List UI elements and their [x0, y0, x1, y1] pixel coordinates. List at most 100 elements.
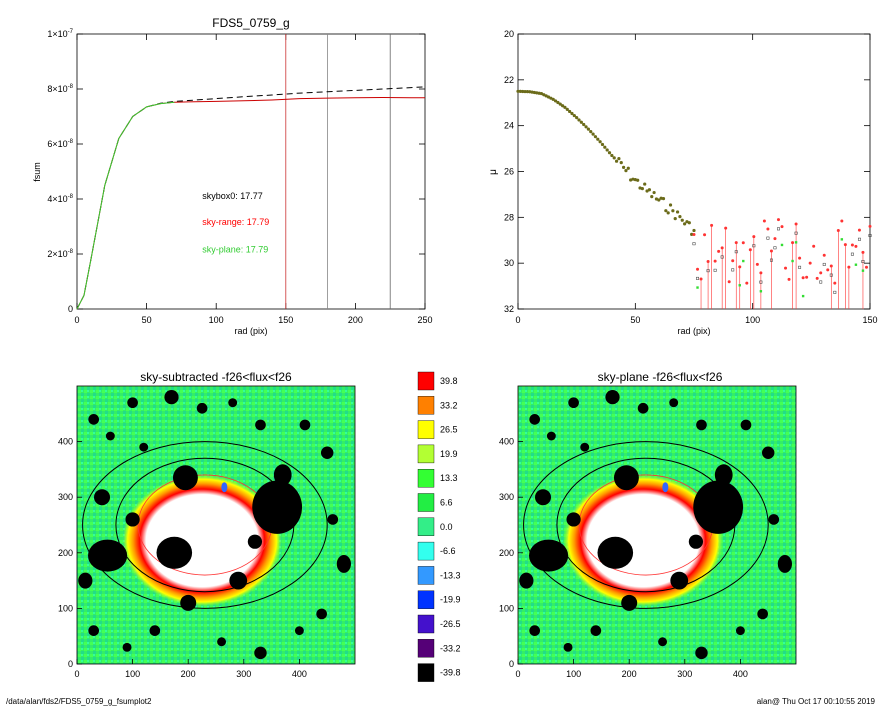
sky-range-point — [857, 228, 861, 232]
fsum-ylabel: fsum — [32, 162, 42, 182]
sky-range-point — [826, 268, 830, 272]
x-tick-label: 100 — [125, 669, 140, 679]
star-mask — [320, 446, 334, 459]
star-mask — [196, 402, 208, 414]
profile-point — [668, 203, 673, 207]
star-mask — [228, 398, 238, 408]
image-frame — [517, 385, 797, 665]
profile-point — [624, 169, 628, 173]
sky-range-point — [724, 226, 728, 230]
skybox-point — [857, 237, 861, 241]
profile-point — [605, 148, 609, 152]
y-tick-label: 300 — [58, 492, 73, 502]
y-tick-label: 26 — [504, 167, 514, 177]
fsum-panel: FDS5_0759_g 0 50 100 150 200 250 0 2×10-8 4×10-8… — [32, 16, 433, 336]
y-tick-label: 0 — [68, 304, 73, 314]
star-mask — [529, 625, 541, 636]
y-tick-label: 32 — [504, 304, 514, 314]
colorbar-swatch — [417, 493, 435, 512]
star-mask — [122, 642, 132, 652]
star-mask — [299, 419, 311, 431]
colorbar-label: -19.9 — [440, 595, 461, 605]
x-tick-label: 200 — [622, 669, 637, 679]
sky-plane-point — [801, 294, 805, 298]
y-tick-label: 1×10-7 — [47, 29, 73, 39]
x-tick-label: 0 — [74, 315, 79, 325]
star-mask — [757, 608, 768, 620]
profile-point — [530, 90, 534, 94]
sky-plane-point — [696, 286, 699, 289]
profile-point — [523, 89, 527, 94]
sky-range-point — [808, 261, 812, 265]
skybox-point — [766, 236, 770, 240]
negative-spot — [662, 482, 669, 493]
sky-range-point — [759, 271, 763, 275]
star-mask — [247, 534, 263, 549]
sky-plane-point — [780, 243, 784, 247]
annotation-label: skybox0: 17.77 — [202, 191, 263, 201]
profile-point — [528, 90, 532, 94]
fsum-xlabel: rad (pix) — [234, 326, 267, 336]
profile-point — [582, 122, 586, 127]
x-tick-label: 400 — [292, 669, 307, 679]
star-mask — [519, 572, 534, 589]
sky-range-point — [755, 262, 759, 266]
star-mask — [768, 514, 780, 525]
profile-point — [565, 107, 569, 111]
footer-path: /data/alan/fds2/FDS5_0759_g_fsumplot2 — [6, 697, 152, 706]
skybox-point — [706, 269, 710, 273]
y-tick-label: 0 — [509, 659, 514, 669]
sky-plane-panel: sky-plane -f26<flux<f26 0 100 200 300 400 0 10… — [499, 370, 797, 679]
star-mask — [139, 442, 149, 452]
skybox-point — [752, 244, 756, 248]
profile-point — [598, 140, 602, 144]
star-mask — [88, 539, 128, 572]
sky-range-point — [692, 233, 696, 237]
y-tick-label: 200 — [499, 548, 514, 558]
sky-range-point — [801, 276, 805, 280]
footer-timestamp: alan@ Thu Oct 17 00:10:55 2019 — [756, 697, 875, 706]
colorbar-label: 13.3 — [440, 473, 458, 483]
star-mask — [229, 571, 248, 590]
sky-range-point — [868, 224, 872, 228]
star-mask — [735, 626, 745, 636]
y-tick-label: 28 — [504, 212, 514, 222]
profile-point — [617, 157, 621, 161]
fsum-series — [76, 86, 426, 310]
profile-point — [622, 165, 626, 170]
sky-plane-title: sky-plane -f26<flux<f26 — [598, 370, 723, 384]
colorbar-swatch — [417, 614, 435, 634]
sky-range-point — [745, 281, 749, 285]
profile-point — [661, 197, 666, 201]
profile-point — [584, 125, 588, 129]
skybox-point — [822, 262, 826, 266]
y-tick-label: 200 — [58, 548, 73, 558]
skybox-point — [868, 234, 872, 237]
sky-range-point — [706, 260, 710, 264]
profile-point — [643, 182, 647, 186]
sky-range-point — [773, 237, 777, 241]
profile-point — [692, 228, 696, 233]
star-mask — [568, 397, 579, 409]
profile-point — [560, 104, 565, 108]
colorbar-swatch — [417, 639, 435, 658]
skybox-point — [777, 227, 780, 231]
fsum-annotations: skybox0: 17.77 sky-range: 17.79 sky-plane:… — [202, 191, 269, 255]
profile-point — [657, 198, 661, 202]
star-mask — [740, 419, 752, 431]
star-mask — [336, 555, 351, 573]
y-tick-label: 2×10-8 — [47, 249, 73, 259]
sky-range-point — [731, 259, 735, 263]
sky-plane-point — [861, 269, 865, 272]
sky-plane-point — [840, 238, 844, 241]
skybox-point — [829, 273, 833, 277]
profile-point — [678, 215, 682, 219]
profile-point — [680, 218, 684, 222]
x-tick-label: 50 — [142, 315, 152, 325]
skybox-point — [713, 268, 717, 272]
profile-point — [647, 188, 652, 192]
colorbar: 39.8 33.2 26.5 19.9 13.3 6.6 0.0 -6.6 -13.3 -19.9… — [417, 371, 461, 682]
profile-point — [687, 221, 691, 225]
profile-point — [619, 161, 623, 165]
star-mask — [777, 555, 792, 573]
